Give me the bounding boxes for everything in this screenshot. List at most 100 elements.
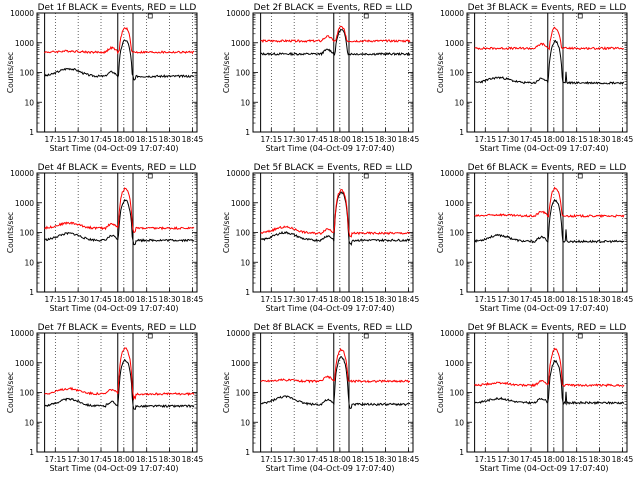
plot-frame	[466, 332, 628, 453]
x-tick-label: 17:30	[67, 455, 89, 464]
x-tick-label: 18:15	[136, 455, 158, 464]
x-axis-label: Start Time (04-Oct-09 17:07:40)	[479, 464, 608, 473]
x-tick-label: 17:15	[260, 295, 282, 304]
y-tick-label: 1000	[15, 199, 34, 208]
plot-frame	[466, 172, 628, 293]
y-tick-label: 10000	[226, 329, 250, 338]
y-tick-label: 1000	[445, 359, 464, 368]
y-tick-label: 1	[459, 288, 464, 297]
x-tick-label: 18:15	[566, 295, 588, 304]
x-axis-label: Start Time (04-Oct-09 17:07:40)	[479, 144, 608, 153]
y-axis-label: Counts/sec	[436, 212, 445, 253]
series-line-events	[260, 356, 411, 409]
x-tick-label: 18:45	[398, 295, 420, 304]
x-tick-label: 18:15	[566, 455, 588, 464]
y-tick-label: 10000	[10, 329, 34, 338]
plot-frame	[36, 12, 198, 133]
y-tick-label: 100	[20, 229, 35, 238]
x-tick-label: 18:30	[375, 295, 397, 304]
x-tick-label: 18:30	[159, 455, 181, 464]
x-tick-label: 17:45	[520, 295, 542, 304]
y-tick-label: 100	[450, 229, 465, 238]
x-tick-label: 17:15	[474, 135, 496, 144]
series-line-events	[44, 199, 195, 246]
x-axis-label: Start Time (04-Oct-09 17:07:40)	[265, 144, 394, 153]
marker-box	[363, 333, 369, 339]
x-tick-label: 18:00	[113, 455, 135, 464]
series-line-lld	[260, 189, 411, 238]
y-tick-label: 100	[236, 389, 251, 398]
x-tick-label: 17:45	[520, 135, 542, 144]
x-tick-label: 17:15	[44, 455, 66, 464]
x-tick-label: 17:15	[474, 455, 496, 464]
x-tick-label: 18:45	[182, 135, 204, 144]
x-tick-label: 18:00	[543, 455, 565, 464]
marker-box	[363, 13, 369, 19]
marker-box	[363, 173, 369, 179]
chart-title: Det 9f BLACK = Events, RED = LLD	[468, 323, 627, 333]
y-tick-label: 10000	[226, 9, 250, 18]
x-tick-label: 18:30	[375, 135, 397, 144]
x-tick-label: 18:30	[159, 295, 181, 304]
y-tick-label: 100	[20, 69, 35, 78]
x-tick-label: 17:30	[283, 135, 305, 144]
series-line-lld	[474, 186, 625, 218]
x-tick-label: 17:15	[260, 455, 282, 464]
x-tick-label: 18:15	[352, 295, 374, 304]
series-line-events	[474, 39, 625, 85]
series-line-events	[260, 29, 411, 57]
series-line-lld	[474, 26, 625, 51]
y-tick-label: 10000	[10, 169, 34, 178]
x-tick-label: 17:15	[44, 135, 66, 144]
x-tick-label: 17:45	[306, 455, 328, 464]
x-tick-label: 18:15	[566, 135, 588, 144]
series-line-lld	[44, 347, 195, 401]
y-tick-label: 10	[454, 98, 464, 107]
x-axis-label: Start Time (04-Oct-09 17:07:40)	[49, 144, 178, 153]
x-tick-label: 17:30	[283, 455, 305, 464]
x-tick-label: 18:45	[182, 295, 204, 304]
x-tick-label: 18:00	[329, 295, 351, 304]
y-tick-label: 1	[459, 128, 464, 137]
plot-frame	[252, 12, 414, 133]
y-tick-label: 100	[20, 389, 35, 398]
y-tick-label: 100	[236, 69, 251, 78]
x-tick-label: 18:15	[352, 455, 374, 464]
marker-box	[577, 13, 583, 19]
x-tick-label: 17:45	[306, 135, 328, 144]
y-tick-label: 1000	[445, 199, 464, 208]
y-tick-label: 1	[245, 448, 250, 457]
y-tick-label: 1000	[231, 39, 250, 48]
x-tick-label: 17:30	[67, 295, 89, 304]
x-tick-label: 18:45	[612, 455, 634, 464]
x-tick-label: 17:30	[497, 455, 519, 464]
chart-title: Det 5f BLACK = Events, RED = LLD	[254, 163, 413, 173]
y-tick-label: 10000	[10, 9, 34, 18]
y-tick-label: 100	[236, 229, 251, 238]
y-tick-label: 1000	[231, 359, 250, 368]
plot-frame	[466, 12, 628, 133]
y-tick-label: 1	[29, 448, 34, 457]
x-tick-label: 18:30	[589, 295, 611, 304]
x-tick-label: 18:45	[612, 295, 634, 304]
x-tick-label: 18:00	[329, 455, 351, 464]
x-axis-label: Start Time (04-Oct-09 17:07:40)	[49, 304, 178, 313]
x-tick-label: 18:45	[398, 455, 420, 464]
x-tick-label: 17:30	[497, 295, 519, 304]
y-tick-label: 10	[240, 98, 250, 107]
chart-title: Det 8f BLACK = Events, RED = LLD	[254, 323, 413, 333]
series-line-lld	[44, 26, 195, 55]
y-tick-label: 10	[240, 418, 250, 427]
y-axis-label: Counts/sec	[222, 52, 231, 93]
x-tick-label: 18:00	[543, 295, 565, 304]
x-tick-label: 18:30	[589, 455, 611, 464]
y-axis-label: Counts/sec	[222, 212, 231, 253]
x-tick-label: 17:15	[474, 295, 496, 304]
